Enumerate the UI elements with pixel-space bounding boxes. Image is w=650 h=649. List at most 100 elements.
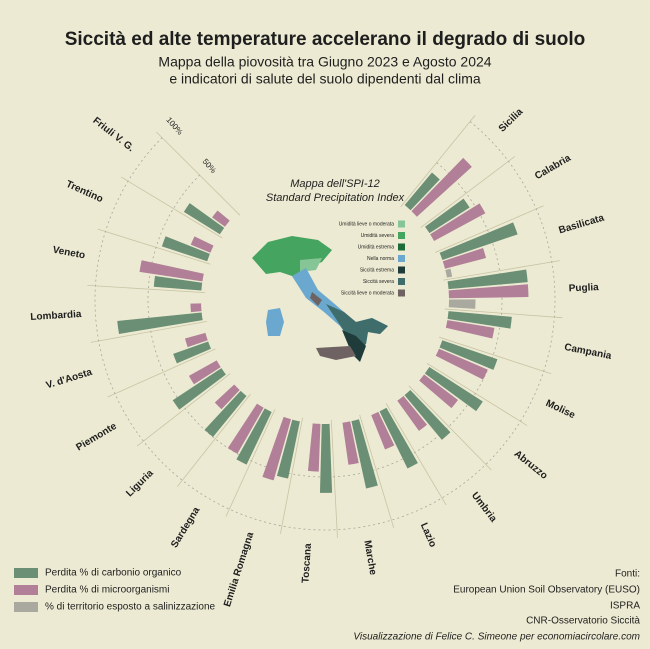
bar xyxy=(371,411,395,450)
bar xyxy=(448,299,476,309)
sector-line xyxy=(176,393,251,487)
footer: Fonti: European Union Soil Observatory (… xyxy=(353,569,640,643)
bar xyxy=(425,198,470,234)
map-calabria xyxy=(342,330,366,362)
sector-line xyxy=(438,336,552,375)
map-subtitle: Standard Precipitation Index xyxy=(266,192,405,204)
bar xyxy=(161,236,210,262)
sector-line xyxy=(87,284,206,294)
bar xyxy=(439,340,498,370)
map-area xyxy=(310,292,322,306)
bar xyxy=(188,360,221,385)
sector-line xyxy=(136,373,231,447)
bar xyxy=(442,247,487,269)
chart-subtitle: e indicatori di salute del suolo dipende… xyxy=(169,71,481,87)
map-legend-swatch xyxy=(398,243,405,251)
map-legend-swatch xyxy=(398,289,405,297)
sector-line xyxy=(359,414,395,528)
source: CNR-Osservatorio Siccità xyxy=(526,616,640,627)
chart-subtitle: Mappa della piovosità tra Giugno 2023 e … xyxy=(158,54,491,70)
category-label: Toscana xyxy=(300,543,314,584)
legend-swatch xyxy=(14,585,38,595)
map-legend-swatch xyxy=(398,232,405,239)
bar xyxy=(419,374,459,409)
bar xyxy=(153,276,203,291)
bar xyxy=(435,348,488,380)
bar xyxy=(262,416,292,481)
credit: Visualizzazione di Felice C. Simeone per… xyxy=(353,632,640,643)
bar xyxy=(117,312,203,334)
bar xyxy=(236,408,272,465)
sector-line xyxy=(420,156,516,228)
map-legend-swatch xyxy=(398,266,405,274)
sector-line xyxy=(330,419,338,538)
sector-line xyxy=(107,348,216,398)
bar xyxy=(184,332,208,348)
legend-label: % di territorio esposto a salinizzazione xyxy=(45,602,216,613)
bar xyxy=(404,389,451,440)
bar xyxy=(319,423,333,493)
bar xyxy=(227,403,264,454)
legend-swatch xyxy=(14,568,38,578)
bar xyxy=(411,157,472,217)
bar xyxy=(190,236,214,253)
bar xyxy=(448,284,529,299)
map-legend-label: Siccità estrema xyxy=(360,267,394,273)
bar xyxy=(447,311,512,329)
legend-label: Perdita % di carbonio organico xyxy=(45,568,182,579)
map-sicily xyxy=(316,346,356,360)
bar xyxy=(447,269,528,290)
bar xyxy=(404,172,440,211)
sector-line xyxy=(90,320,207,343)
map-legend-swatch xyxy=(398,255,405,262)
grid-ring xyxy=(147,162,503,478)
bar xyxy=(424,367,483,412)
sector-line xyxy=(444,308,563,319)
map-legend-label: Umidità severa xyxy=(361,233,395,239)
category-label: Lombardia xyxy=(30,309,82,323)
category-label: Puglia xyxy=(568,282,599,294)
map-legend-label: Umidità lieve o moderata xyxy=(339,221,395,227)
sources-title: Fonti: xyxy=(615,569,640,580)
bar xyxy=(183,203,225,235)
bar xyxy=(430,203,486,242)
bar xyxy=(307,423,321,472)
sector-line xyxy=(385,403,447,506)
sector-line xyxy=(408,385,492,471)
source: European Union Soil Observatory (EUSO) xyxy=(453,585,640,596)
map-legend-swatch xyxy=(398,220,405,228)
bar xyxy=(379,407,418,469)
sector-line xyxy=(225,408,276,517)
bar xyxy=(212,210,230,227)
bar xyxy=(173,341,211,364)
map-title: Mappa dell'SPI-12 xyxy=(290,178,380,190)
map-legend-label: Siccità severa xyxy=(363,279,394,285)
bar xyxy=(445,268,453,278)
bar xyxy=(172,368,226,410)
map-legend-label: Umidità estrema xyxy=(358,244,395,250)
sector-line xyxy=(426,362,528,426)
sector-line xyxy=(280,417,303,534)
bar xyxy=(351,419,378,489)
map-sardinia xyxy=(266,308,284,336)
sector-line xyxy=(156,131,241,216)
sector-line xyxy=(121,176,223,239)
bar xyxy=(276,419,300,479)
legend-label: Perdita % di microorganismi xyxy=(45,585,170,596)
sector-line xyxy=(435,205,544,253)
grid-ring xyxy=(94,121,556,531)
bar xyxy=(139,260,204,282)
sector-line xyxy=(97,228,211,265)
map-legend-swatch xyxy=(398,278,405,285)
legend-swatch xyxy=(14,602,38,612)
map-south xyxy=(326,304,388,352)
bar xyxy=(342,421,359,465)
sector-line xyxy=(443,260,560,281)
bar xyxy=(204,390,247,438)
sector-line xyxy=(400,115,476,208)
bar xyxy=(397,395,427,431)
italy-map xyxy=(252,236,388,362)
map-legend-label: Siccità lieve o moderata xyxy=(341,290,394,296)
bar xyxy=(214,384,240,410)
